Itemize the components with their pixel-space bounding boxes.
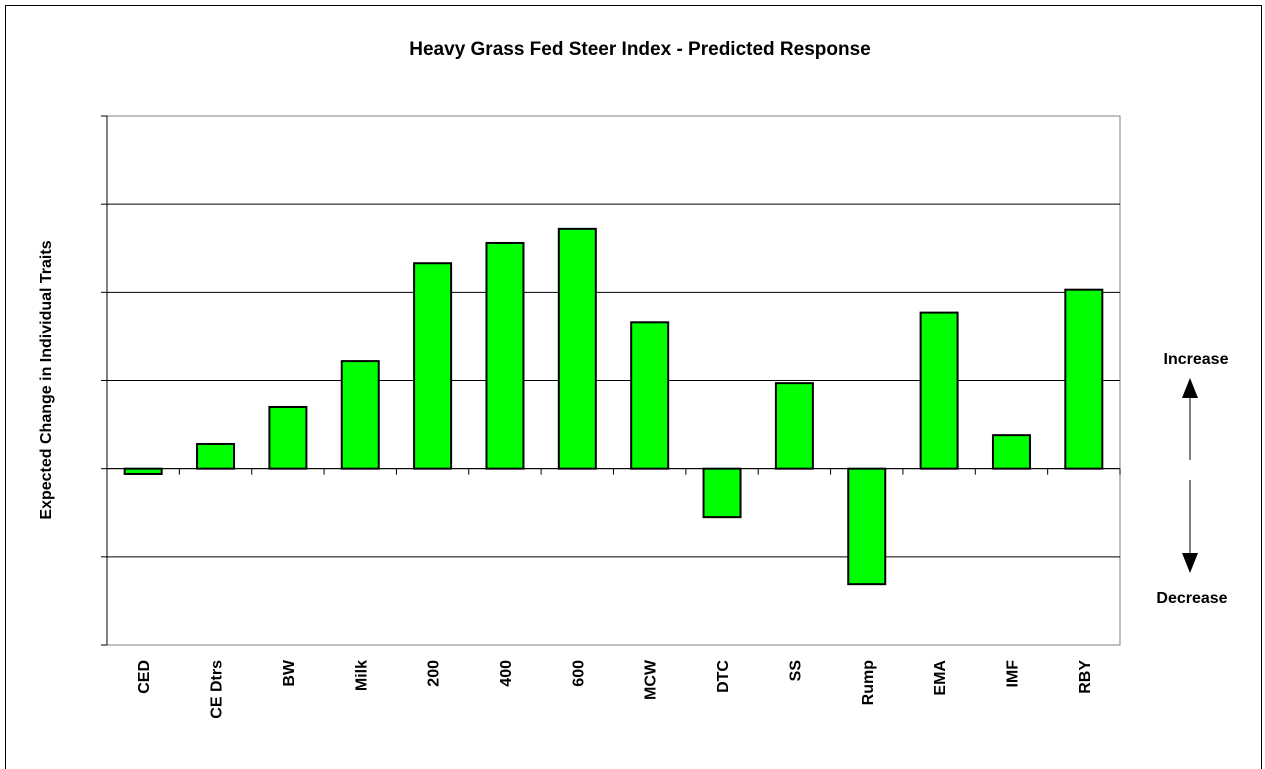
bar	[557, 227, 597, 470]
bar	[413, 262, 453, 470]
y-axis-label: Expected Change in Individual Traits	[38, 240, 55, 519]
x-tick-label: Milk	[353, 660, 370, 691]
x-tick-label: BW	[281, 659, 298, 687]
bar	[1064, 288, 1104, 470]
bar	[123, 467, 163, 475]
x-tick-label: 200	[426, 660, 443, 687]
x-tick-label: DTC	[715, 660, 732, 693]
annotation: Decrease	[1156, 590, 1227, 607]
bar	[847, 467, 887, 586]
x-tick-label: CED	[136, 660, 153, 694]
x-tick-label: EMA	[932, 660, 949, 696]
x-tick-label: MCW	[643, 659, 660, 700]
bar	[702, 467, 742, 519]
x-tick-label: IMF	[1004, 660, 1021, 688]
bar	[774, 382, 814, 470]
bar	[196, 442, 236, 470]
chart-title: Heavy Grass Fed Steer Index - Predicted …	[409, 39, 870, 60]
bar	[919, 311, 959, 470]
x-tick-label: RBY	[1077, 660, 1094, 694]
bar	[630, 321, 670, 470]
x-tick-label: 600	[570, 660, 587, 687]
x-tick-label: CE Dtrs	[209, 660, 226, 719]
annotation: Increase	[1164, 351, 1229, 368]
chart-frame	[5, 5, 1262, 769]
x-tick-label: Rump	[860, 660, 877, 706]
bar	[991, 434, 1031, 470]
x-tick-label: 400	[498, 660, 515, 687]
x-tick-label: SS	[787, 660, 804, 682]
decrease-arrow	[1182, 480, 1198, 573]
bar	[340, 360, 380, 470]
increase-arrow	[1182, 378, 1198, 460]
bar	[268, 405, 308, 470]
bar	[485, 241, 525, 470]
